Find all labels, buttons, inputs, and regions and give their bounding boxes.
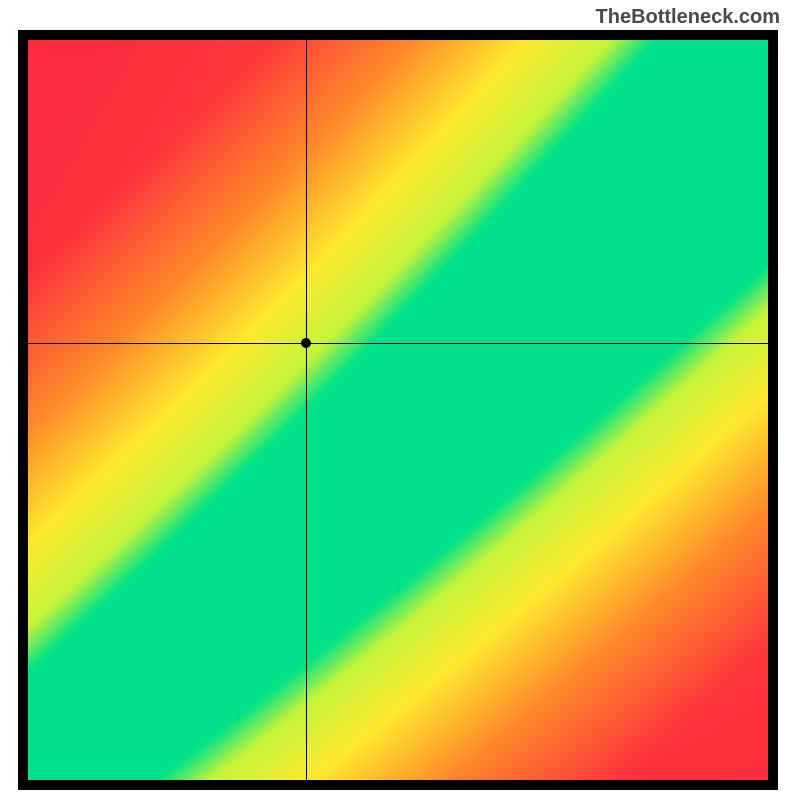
crosshair-vertical bbox=[306, 40, 307, 780]
crosshair-horizontal bbox=[28, 343, 768, 344]
watermark-text: TheBottleneck.com bbox=[596, 6, 780, 29]
heatmap-canvas bbox=[28, 40, 768, 780]
data-point-marker bbox=[301, 338, 311, 348]
plot-frame bbox=[18, 30, 778, 790]
plot-area bbox=[28, 40, 768, 780]
